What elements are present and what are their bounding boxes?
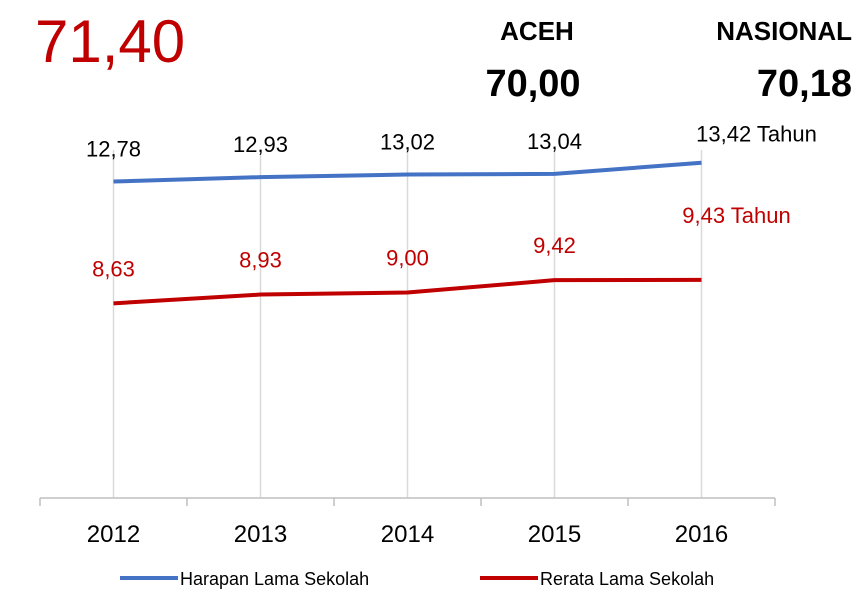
legend-label: Rerata Lama Sekolah [540,569,714,589]
region-value: 70,18 [757,63,852,105]
region-value: 70,00 [485,63,580,105]
region-name: NASIONAL [716,16,852,46]
data-label: 12,78 [86,137,141,162]
data-label: 9,42 [533,233,576,258]
data-label: 13,04 [527,129,582,154]
data-label: 9,00 [386,246,429,271]
data-label: 13,02 [380,129,435,154]
data-label: 9,43 Tahun [682,203,790,228]
x-tick-label: 2016 [675,521,728,548]
x-tick-label: 2013 [234,521,287,548]
data-label: 8,63 [92,256,135,281]
data-label: 12,93 [233,132,288,157]
data-label: 13,42 Tahun [696,122,817,147]
series-line [113,160,702,184]
x-tick-label: 2015 [528,521,581,548]
x-tick-label: 2014 [381,521,434,548]
main-value: 71,40 [35,8,185,75]
data-label: 8,93 [239,248,282,273]
x-tick-label: 2012 [87,521,140,548]
region-name: ACEH [500,16,574,46]
legend-label: Harapan Lama Sekolah [180,569,369,589]
series-line [113,277,702,306]
